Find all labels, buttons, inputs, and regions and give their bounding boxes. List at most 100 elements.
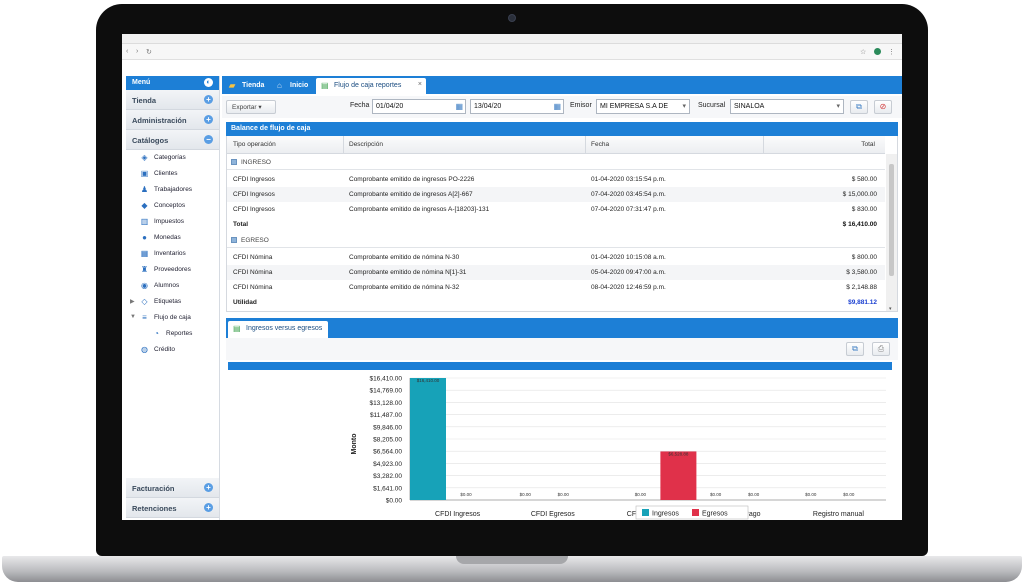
group-row[interactable]: EGRESO [227, 232, 885, 248]
sidebar-item-3[interactable]: ◆ Conceptos [141, 201, 186, 210]
sidebar-section-2[interactable]: Catálogos − [126, 130, 219, 150]
browser-menu-icon[interactable]: ⋮ [888, 49, 895, 56]
col-descripcion[interactable]: Descripción [349, 141, 383, 148]
bar-egresos[interactable] [660, 451, 697, 500]
data-label: $0.00 [710, 492, 722, 497]
chart-header-strip [228, 362, 892, 370]
data-label: $0.00 [520, 492, 532, 497]
star-icon[interactable]: ☆ [860, 49, 867, 56]
sidebar-item-1[interactable]: ▣ Clientes [140, 169, 178, 178]
table-row[interactable]: CFDI Nómina Comprobante emitido de nómina… [227, 250, 885, 265]
currency-icon: ● [142, 233, 147, 242]
legend-swatch[interactable] [642, 509, 649, 516]
sidebar-item-10[interactable]: ▼ ≡ Flujo de caja [130, 313, 191, 322]
refresh-button[interactable]: ⧉ [850, 100, 868, 114]
cell-fecha: 08-04-2020 12:46:59 p.m. [591, 284, 666, 291]
sucursal-select[interactable]: SINALOA ▾ [730, 99, 844, 114]
store-icon: ▰ [229, 81, 236, 90]
legend-label[interactable]: Ingresos [652, 511, 679, 518]
legend-swatch[interactable] [692, 509, 699, 516]
sidebar-item-12[interactable]: ◍ Crédito [141, 345, 175, 354]
date-from-field[interactable]: 01/04/20 ▦ [372, 99, 466, 114]
tab-tienda[interactable]: ▰ Tienda [229, 81, 265, 90]
plus-icon[interactable]: + [204, 95, 213, 104]
cell-fecha: 07-04-2020 03:45:54 p.m. [591, 191, 666, 198]
sidebar-item-4[interactable]: ▥ Impuestos [140, 217, 184, 226]
sidebar-item-0[interactable]: ◈ Categorías [141, 153, 186, 162]
forward-icon[interactable]: › [136, 48, 139, 55]
col-total[interactable]: Total [861, 141, 875, 148]
col-tipo[interactable]: Tipo operación [233, 141, 276, 148]
y-tick-label: $0.00 [386, 498, 403, 505]
minus-icon[interactable]: − [204, 135, 213, 144]
cell-tipo: CFDI Nómina [233, 269, 273, 276]
back-icon[interactable]: ‹ [126, 48, 129, 55]
cell-tipo: CFDI Ingresos [233, 191, 275, 198]
table-row[interactable]: CFDI Ingresos Comprobante emitido de ingr… [227, 187, 885, 202]
plus-icon[interactable]: + [204, 115, 213, 124]
sidebar-section-0[interactable]: Tienda + [126, 90, 219, 110]
calendar-icon[interactable]: ▦ [553, 102, 561, 111]
grid-scrollbar[interactable]: ▾ [886, 154, 897, 312]
cell-descripcion: Comprobante emitido de ingresos A-[18203… [349, 206, 490, 213]
sidebar-item-11[interactable]: ◔ Reportes [126, 326, 219, 342]
collapse-group-icon[interactable] [231, 159, 237, 165]
table-row[interactable]: CFDI Ingresos Comprobante emitido de ingr… [227, 172, 885, 187]
scroll-down-icon[interactable]: ▾ [889, 306, 892, 312]
cell-total: $ 830.00 [851, 206, 877, 213]
sidebar-section-1[interactable]: Administración + [126, 110, 219, 130]
plus-icon[interactable]: + [204, 503, 213, 512]
cell-descripcion: Comprobante emitido de ingresos PO-2226 [349, 176, 475, 183]
bar-ingresos[interactable] [410, 378, 446, 500]
x-tick-label: CFDI Egresos [531, 511, 575, 518]
collapse-group-icon[interactable] [231, 237, 237, 243]
chevron-down-icon: ▾ [682, 103, 686, 110]
sidebar-item-6[interactable]: ▦ Inventarios [140, 249, 186, 258]
sidebar-section-bottom-1[interactable]: Retenciones + [126, 498, 219, 518]
cashflow-icon: ≡ [142, 313, 147, 322]
sidebar-item-7[interactable]: ♜ Proveedores [140, 265, 191, 274]
print-button[interactable]: ⎙ [872, 342, 890, 356]
sidebar-item-9[interactable]: ▶ ◇ Etiquetas [130, 297, 182, 306]
data-label: $0.00 [635, 492, 647, 497]
tab-flujo-caja-reportes[interactable]: ▤ Flujo de caja reportes × [316, 78, 426, 94]
clear-filter-button[interactable]: ⊘ [874, 100, 892, 114]
close-tab-icon[interactable]: × [417, 81, 422, 88]
tab-ingresos-vs-egresos[interactable]: ▤ Ingresos versus egresos [228, 321, 329, 338]
plus-icon[interactable]: + [204, 483, 213, 492]
y-tick-label: $14,769.00 [369, 388, 402, 395]
sidebar-item-5[interactable]: ● Monedas [126, 230, 219, 246]
expand-icon[interactable]: ▶ [130, 299, 135, 305]
col-fecha[interactable]: Fecha [591, 141, 610, 148]
credit-icon: ◍ [141, 345, 148, 354]
collapse-icon[interactable]: ◐ [204, 78, 213, 87]
sidebar-item-8[interactable]: ◉ Alumnos [141, 281, 180, 290]
browser-titlebar [122, 34, 902, 44]
sidebar-item-2[interactable]: ♟ Trabajadores [140, 185, 193, 194]
calendar-icon[interactable]: ▦ [455, 102, 463, 111]
data-label: $0.00 [805, 492, 817, 497]
taxes-icon: ▥ [140, 217, 149, 226]
table-row[interactable]: CFDI Nómina Comprobante emitido de nómina… [227, 280, 885, 295]
data-label: $0.00 [843, 492, 855, 497]
collapse-tree-icon[interactable]: ▼ [130, 314, 136, 320]
table-row[interactable]: CFDI Nómina Comprobante emitido de nómina… [227, 265, 885, 280]
chart-area: $0.00 $1,641.00 $3,282.00 $4,923.00 $6,564.0… [226, 370, 898, 520]
group-row[interactable]: INGRESO [227, 154, 885, 170]
students-icon: ◉ [141, 281, 148, 290]
sucursal-label: Sucursal [698, 102, 726, 109]
clients-icon: ▣ [140, 169, 149, 178]
legend-label[interactable]: Egresos [702, 511, 728, 518]
table-row[interactable]: CFDI Ingresos Comprobante emitido de ingr… [227, 202, 885, 217]
scrollbar-thumb[interactable] [889, 164, 894, 276]
sidebar: Menú ◐ Tienda + Administración + Catálogos − … [126, 76, 220, 520]
export-button[interactable]: Exportar ▾ [226, 100, 276, 114]
emisor-select[interactable]: MI EMPRESA S.A DE ▾ [596, 99, 690, 114]
date-to-field[interactable]: 13/04/20 ▦ [470, 99, 564, 114]
tab-inicio[interactable]: ⌂ Inicio [277, 81, 309, 90]
sidebar-section-bottom-0[interactable]: Facturación + [126, 478, 219, 498]
reload-icon[interactable]: ↻ [146, 49, 152, 56]
cell-fecha: 07-04-2020 07:31:47 p.m. [591, 206, 666, 213]
chart-refresh-button[interactable]: ⧉ [846, 342, 864, 356]
profile-icon[interactable] [874, 48, 881, 55]
